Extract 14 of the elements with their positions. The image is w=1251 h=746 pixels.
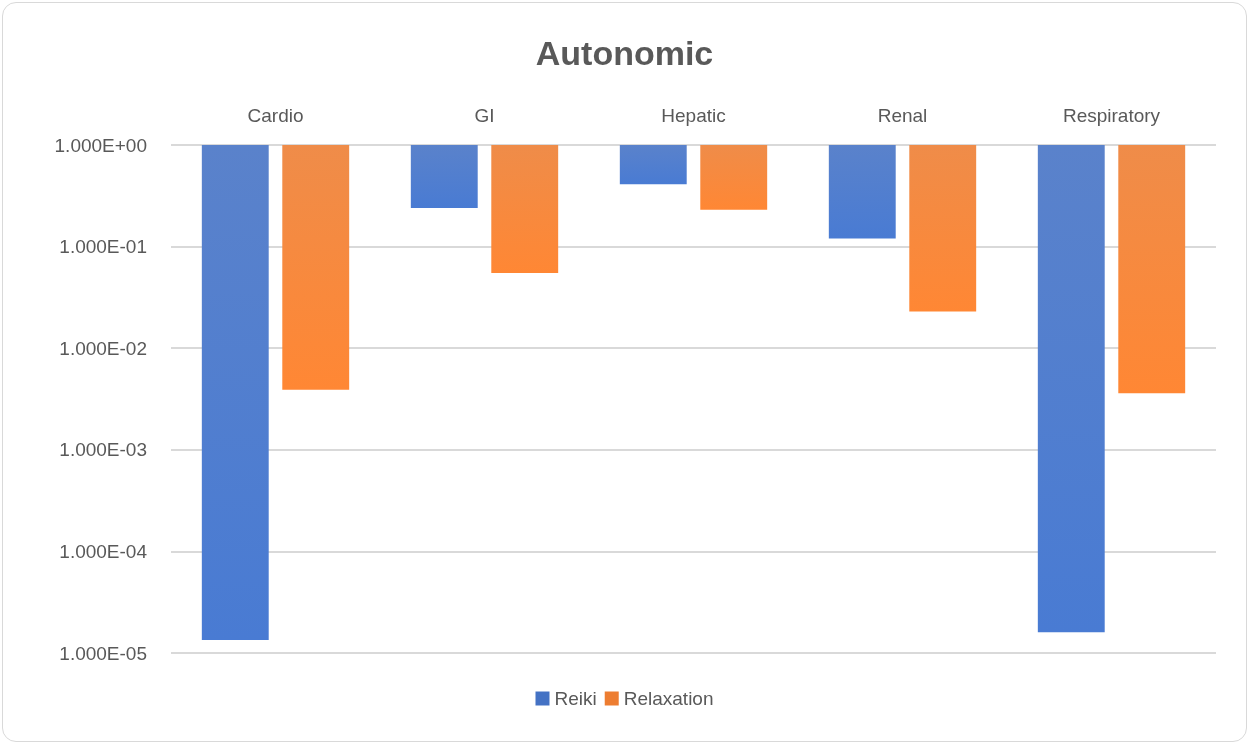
x-tick-label: Cardio bbox=[247, 105, 304, 126]
x-tick-label: GI bbox=[474, 105, 495, 126]
y-tick-label: 1.000E+00 bbox=[54, 134, 147, 156]
legend-label: Reiki bbox=[554, 688, 597, 709]
x-tick-label: Respiratory bbox=[1062, 105, 1161, 126]
y-tick-label: 1.000E-02 bbox=[59, 337, 147, 359]
x-tick-label: Renal bbox=[877, 105, 928, 126]
y-tick-label: 1.000E-01 bbox=[59, 236, 147, 258]
x-tick-label: Hepatic bbox=[661, 105, 726, 126]
chart-title: Autonomic bbox=[535, 34, 714, 72]
legend-label: Relaxation bbox=[623, 688, 714, 709]
y-tick-label: 1.000E-03 bbox=[59, 439, 147, 461]
y-tick-label: 1.000E-04 bbox=[59, 540, 148, 562]
y-tick-label: 1.000E-05 bbox=[59, 642, 147, 664]
